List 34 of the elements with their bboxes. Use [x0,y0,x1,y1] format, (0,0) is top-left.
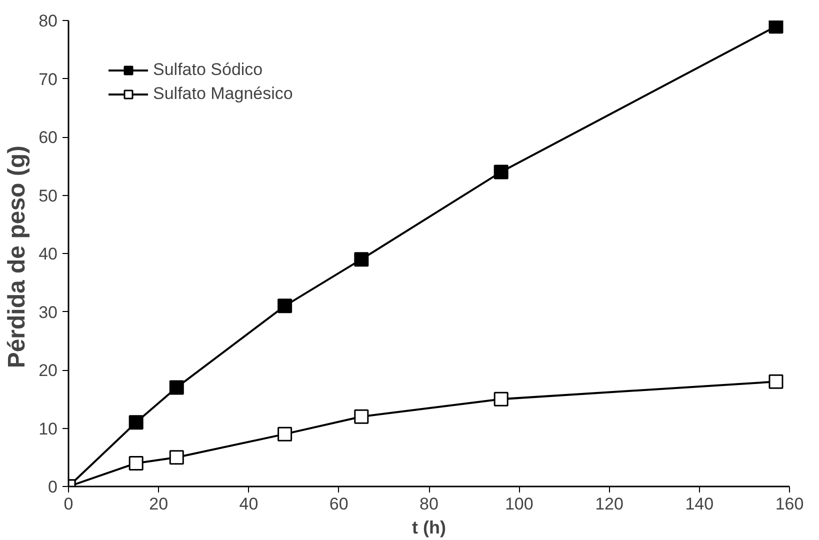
legend-label: Sulfato Sódico [153,60,263,80]
y-tick-label: 80 [38,12,58,30]
y-tick-label: 60 [38,128,58,147]
point [768,374,784,389]
y-tick-label: 30 [38,302,58,322]
x-tick-label: 80 [420,494,438,514]
y-tick-label: 20 [38,361,58,380]
y-tick-label: 10 [38,419,58,438]
point [768,20,784,34]
x-tick-label: 60 [329,494,348,514]
point [354,409,369,424]
point [278,426,292,442]
point [354,252,369,267]
x-tick-label: 20 [149,494,168,514]
point [128,456,144,470]
x-tick-label: 100 [504,494,534,514]
y-tick-label: 50 [38,186,58,206]
point [169,380,184,395]
x-tick-label: 120 [595,494,624,514]
point [494,392,508,406]
y-axis-title: Pérdida de peso (g) [4,145,31,368]
point [278,298,292,314]
y-tick-label: 70 [38,70,58,89]
x-tick-label: 0 [64,494,74,514]
y-tick-label: 40 [38,244,58,264]
legend-label: Sulfato Magnésico [153,84,293,104]
x-tick-label: 140 [685,494,714,514]
x-tick-label: 40 [239,494,258,514]
y-tick-label: 0 [48,478,58,496]
point [128,415,144,430]
x-axis-title: t (h) [412,518,446,538]
point [169,450,184,465]
x-tick-label: 160 [775,494,804,514]
point [494,164,508,180]
